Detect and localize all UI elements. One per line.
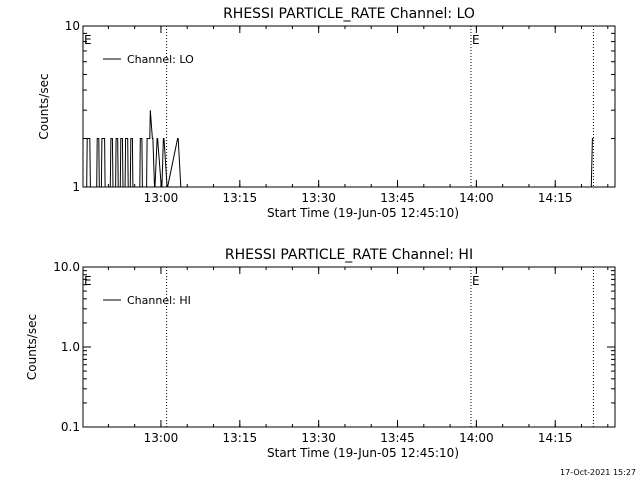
footer-timestamp: 17-Oct-2021 15:27 bbox=[560, 468, 636, 477]
legend-label: Channel: HI bbox=[127, 294, 191, 307]
x-tick-label: 14:15 bbox=[538, 431, 573, 445]
series-line-0 bbox=[83, 110, 615, 188]
x-tick-label: 14:15 bbox=[538, 191, 573, 205]
y-axis-label: Counts/sec bbox=[37, 73, 51, 139]
event-marker-label: E bbox=[84, 33, 92, 47]
chart-panel-lo: RHESSI PARTICLE_RATE Channel: LO 13:00 13:… bbox=[37, 6, 616, 220]
chart-title: RHESSI PARTICLE_RATE Channel: HI bbox=[225, 247, 473, 263]
y-tick-label: 1 bbox=[72, 180, 80, 194]
chart-panel-hi: RHESSI PARTICLE_RATE Channel: HI 13:00 13:… bbox=[25, 247, 616, 460]
y-tick-label: 10.0 bbox=[53, 260, 80, 274]
x-tick-label: 13:15 bbox=[223, 431, 258, 445]
event-marker-label: E bbox=[84, 274, 92, 288]
x-tick-label: 13:15 bbox=[223, 191, 258, 205]
x-tick-label: 13:30 bbox=[301, 191, 336, 205]
y-tick-label: 1.0 bbox=[61, 340, 80, 354]
series-line-1 bbox=[590, 138, 594, 188]
x-axis-label: Start Time (19-Jun-05 12:45:10) bbox=[267, 446, 459, 460]
x-tick-label: 14:00 bbox=[459, 431, 494, 445]
x-tick-label: 13:30 bbox=[301, 431, 336, 445]
legend-label: Channel: LO bbox=[127, 53, 194, 66]
x-tick-label: 13:45 bbox=[380, 191, 415, 205]
event-marker-label: E bbox=[472, 33, 480, 47]
x-tick-label: 14:00 bbox=[459, 191, 494, 205]
x-tick-label: 13:00 bbox=[144, 431, 179, 445]
y-axis-label: Counts/sec bbox=[25, 314, 39, 380]
y-tick-label: 10 bbox=[65, 19, 80, 33]
x-axis-label: Start Time (19-Jun-05 12:45:10) bbox=[267, 206, 459, 220]
plot-frame bbox=[82, 266, 616, 428]
chart-title: RHESSI PARTICLE_RATE Channel: LO bbox=[223, 6, 475, 22]
x-tick-label: 13:45 bbox=[380, 431, 415, 445]
event-marker-label: E bbox=[472, 274, 480, 288]
y-tick-label: 0.1 bbox=[61, 420, 80, 434]
x-tick-label: 13:00 bbox=[144, 191, 179, 205]
